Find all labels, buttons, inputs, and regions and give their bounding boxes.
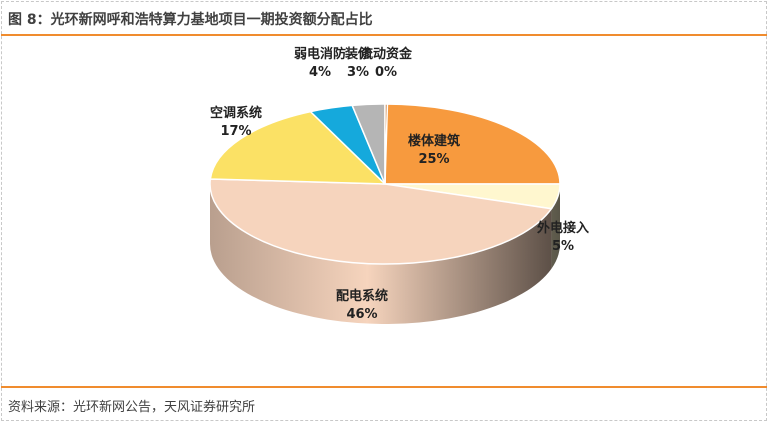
slice-label-5: 装修 3% xyxy=(344,46,372,80)
pie-slice-3 xyxy=(209,110,387,185)
figure-title: 图 8：光环新网呼和浩特算力基地项目一期投资额分配占比 xyxy=(8,12,373,28)
pie-side-2 xyxy=(210,184,552,324)
slice-label-3: 空调系统 17% xyxy=(210,105,262,139)
pie-sides xyxy=(210,184,560,324)
pie-side-1 xyxy=(551,184,560,269)
slice-label-0: 楼体建筑 25% xyxy=(408,133,460,167)
figure-source: 资料来源：光环新网公告，天风证券研究所 xyxy=(8,400,256,415)
title-rule xyxy=(1,34,767,36)
pie-labels: 楼体建筑 25% 外电接入 5% 配电系统 46% 空调系统 17% 弱电消防 4%装修 3%流动资… xyxy=(210,46,589,322)
pie-slice-2 xyxy=(209,178,553,265)
slice-label-4: 弱电消防 4% xyxy=(294,46,346,80)
slice-label-6: 流动资金 0% xyxy=(360,46,413,80)
source-rule xyxy=(1,386,767,388)
pie-slice-6 xyxy=(384,103,389,185)
slice-label-2: 配电系统 46% xyxy=(336,288,388,322)
slice-label-1: 外电接入 5% xyxy=(536,220,589,254)
pie-slice-0 xyxy=(384,103,561,185)
pie-tops xyxy=(209,103,561,265)
